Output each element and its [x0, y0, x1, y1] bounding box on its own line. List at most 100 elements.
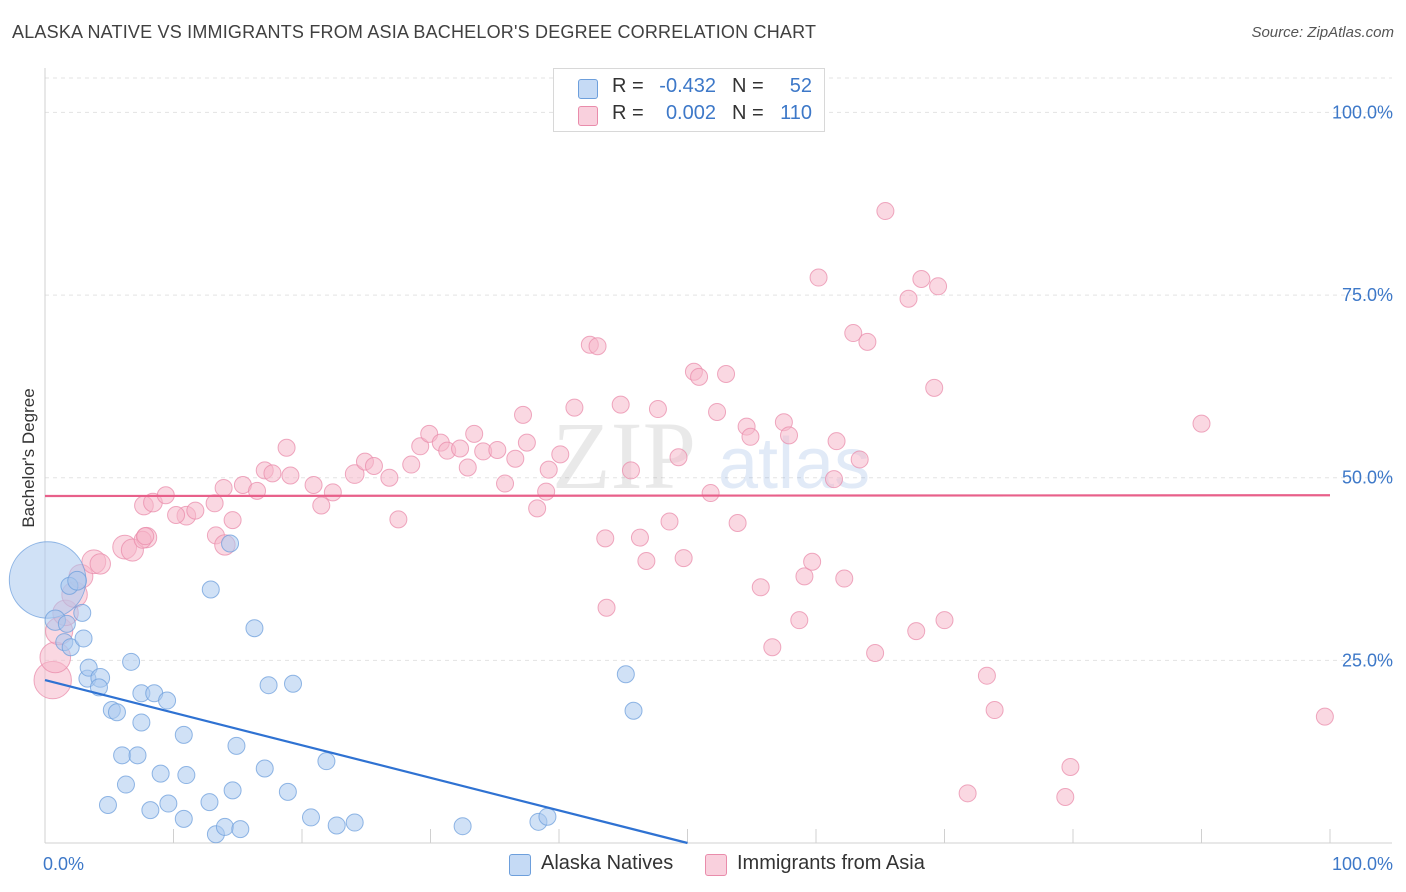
immigrants-asia-point[interactable] — [411, 437, 430, 456]
immigrants-asia-point[interactable] — [958, 784, 977, 803]
alaska-native-point[interactable] — [174, 809, 193, 828]
immigrants-asia-point[interactable] — [790, 611, 809, 630]
alaska-native-point[interactable] — [231, 820, 250, 839]
immigrants-asia-point[interactable] — [809, 268, 828, 287]
immigrants-asia-point[interactable] — [205, 494, 224, 513]
immigrants-asia-point[interactable] — [708, 402, 727, 421]
alaska-native-point[interactable] — [200, 793, 219, 812]
immigrants-asia-point[interactable] — [517, 433, 536, 452]
immigrants-asia-point[interactable] — [741, 427, 760, 446]
immigrants-asia-point[interactable] — [899, 289, 918, 308]
immigrants-asia-point[interactable] — [717, 364, 736, 383]
immigrants-asia-point[interactable] — [281, 466, 300, 485]
immigrants-asia-point[interactable] — [751, 578, 770, 597]
alaska-native-point[interactable] — [113, 746, 132, 765]
immigrants-asia-point[interactable] — [669, 448, 688, 467]
immigrants-asia-point[interactable] — [506, 449, 525, 468]
immigrants-asia-point[interactable] — [912, 269, 931, 288]
immigrants-asia-point[interactable] — [763, 638, 782, 657]
alaska-native-point[interactable] — [278, 782, 297, 801]
immigrants-asia-point[interactable] — [1056, 787, 1075, 806]
alaska-native-point[interactable] — [57, 614, 76, 633]
alaska-native-point[interactable] — [132, 713, 151, 732]
immigrants-asia-point[interactable] — [186, 501, 205, 520]
immigrants-asia-point[interactable] — [621, 461, 640, 480]
alaska-native-point[interactable] — [284, 674, 303, 693]
alaska-native-point[interactable] — [201, 580, 220, 599]
immigrants-asia-point[interactable] — [565, 398, 584, 417]
immigrants-asia-point[interactable] — [304, 476, 323, 495]
alaska-native-point[interactable] — [151, 764, 170, 783]
immigrants-asia-point[interactable] — [929, 277, 948, 296]
immigrants-asia-point[interactable] — [795, 567, 814, 586]
immigrants-asia-point[interactable] — [824, 470, 843, 489]
alaska-native-point[interactable] — [245, 619, 264, 638]
alaska-native-point[interactable] — [116, 775, 135, 794]
immigrants-asia-point[interactable] — [167, 505, 186, 524]
immigrants-asia-point[interactable] — [451, 439, 470, 458]
immigrants-asia-point[interactable] — [551, 445, 570, 464]
alaska-native-point[interactable] — [215, 817, 234, 836]
immigrants-asia-point[interactable] — [323, 483, 342, 502]
alaska-native-point[interactable] — [345, 813, 364, 832]
alaska-native-point[interactable] — [301, 808, 320, 827]
immigrants-asia-point[interactable] — [1061, 758, 1080, 777]
immigrants-asia-point[interactable] — [728, 514, 747, 533]
alaska-native-point[interactable] — [317, 752, 336, 771]
immigrants-asia-point[interactable] — [876, 202, 895, 221]
immigrants-asia-point[interactable] — [136, 527, 155, 546]
alaska-native-point[interactable] — [159, 794, 178, 813]
alaska-native-point[interactable] — [61, 638, 80, 657]
immigrants-asia-point[interactable] — [496, 474, 515, 493]
immigrants-asia-point[interactable] — [389, 510, 408, 529]
immigrants-asia-point[interactable] — [1315, 707, 1334, 726]
alaska-native-point[interactable] — [177, 766, 196, 785]
immigrants-asia-point[interactable] — [630, 528, 649, 547]
alaska-native-point[interactable] — [107, 703, 126, 722]
alaska-native-point[interactable] — [624, 701, 643, 720]
alaska-native-point[interactable] — [122, 652, 141, 671]
immigrants-asia-point[interactable] — [344, 464, 365, 484]
immigrants-asia-point[interactable] — [458, 458, 477, 477]
alaska-native-point[interactable] — [255, 759, 274, 778]
alaska-native-point[interactable] — [327, 816, 346, 835]
immigrants-asia-point[interactable] — [488, 440, 507, 459]
immigrants-asia-point[interactable] — [674, 549, 693, 568]
alaska-native-point[interactable] — [141, 801, 160, 820]
immigrants-asia-point[interactable] — [648, 400, 667, 419]
alaska-native-point[interactable] — [67, 570, 87, 591]
immigrants-asia-point[interactable] — [701, 484, 720, 503]
immigrants-asia-point[interactable] — [835, 569, 854, 588]
immigrants-asia-point[interactable] — [588, 337, 607, 356]
immigrants-asia-point[interactable] — [637, 551, 656, 570]
immigrants-asia-point[interactable] — [907, 622, 926, 641]
immigrants-asia-point[interactable] — [380, 468, 399, 487]
immigrants-asia-point[interactable] — [514, 405, 533, 424]
alaska-native-point[interactable] — [74, 629, 93, 648]
immigrants-asia-point[interactable] — [844, 324, 863, 343]
immigrants-asia-point[interactable] — [539, 460, 558, 479]
immigrants-asia-point[interactable] — [611, 395, 630, 414]
immigrants-asia-point[interactable] — [223, 511, 242, 530]
immigrants-asia-point[interactable] — [277, 438, 296, 457]
immigrants-asia-point[interactable] — [597, 598, 616, 617]
immigrants-asia-point[interactable] — [780, 426, 799, 445]
immigrants-asia-point[interactable] — [850, 450, 869, 469]
immigrants-asia-point[interactable] — [528, 499, 547, 518]
alaska-native-point[interactable] — [259, 676, 278, 695]
immigrants-asia-point[interactable] — [1192, 414, 1211, 433]
alaska-native-point[interactable] — [158, 691, 177, 710]
immigrants-asia-point[interactable] — [214, 478, 233, 497]
immigrants-asia-point[interactable] — [690, 367, 709, 386]
immigrants-asia-point[interactable] — [866, 644, 885, 663]
alaska-native-point[interactable] — [227, 736, 246, 755]
alaska-native-point[interactable] — [538, 807, 557, 826]
immigrants-asia-point[interactable] — [312, 496, 331, 515]
immigrants-asia-point[interactable] — [803, 552, 822, 571]
immigrants-asia-point[interactable] — [660, 512, 679, 531]
immigrants-asia-point[interactable] — [402, 455, 421, 474]
alaska-native-point[interactable] — [128, 746, 147, 765]
alaska-native-point[interactable] — [98, 796, 117, 815]
immigrants-asia-point[interactable] — [925, 378, 944, 397]
immigrants-asia-point[interactable] — [89, 553, 111, 575]
